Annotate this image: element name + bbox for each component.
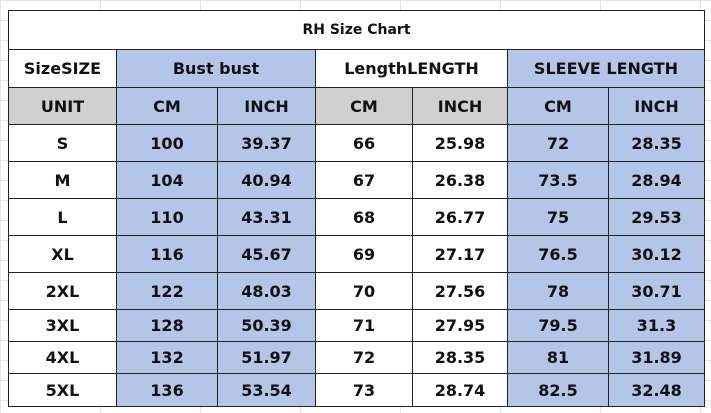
- column-header: Bust bust: [116, 49, 316, 88]
- table-cell: 75: [507, 198, 609, 236]
- table-cell: 72: [315, 341, 413, 374]
- table-cell: 39.37: [217, 124, 316, 162]
- unit-header: INCH: [412, 87, 508, 125]
- size-label: 5XL: [8, 373, 117, 407]
- table-cell: 68: [315, 198, 413, 236]
- table-cell: 78: [507, 272, 609, 310]
- table-cell: 28.35: [412, 341, 508, 374]
- size-label: 4XL: [8, 341, 117, 374]
- table-cell: 27.17: [412, 235, 508, 273]
- table-cell: 136: [116, 373, 218, 407]
- size-label: L: [8, 198, 117, 236]
- table-cell: 28.94: [608, 161, 705, 199]
- table-cell: 104: [116, 161, 218, 199]
- table-cell: 67: [315, 161, 413, 199]
- size-label: 2XL: [8, 272, 117, 310]
- table-cell: 81: [507, 341, 609, 374]
- table-cell: 73: [315, 373, 413, 407]
- table-cell: 27.56: [412, 272, 508, 310]
- unit-header: INCH: [608, 87, 705, 125]
- table-cell: 30.12: [608, 235, 705, 273]
- table-cell: 69: [315, 235, 413, 273]
- table-cell: 29.53: [608, 198, 705, 236]
- table-cell: 73.5: [507, 161, 609, 199]
- table-cell: 32.48: [608, 373, 705, 407]
- table-cell: 116: [116, 235, 218, 273]
- table-title: RH Size Chart: [8, 10, 705, 50]
- size-label: S: [8, 124, 117, 162]
- table-cell: 43.31: [217, 198, 316, 236]
- table-cell: 30.71: [608, 272, 705, 310]
- size-label: M: [8, 161, 117, 199]
- table-cell: 25.98: [412, 124, 508, 162]
- column-header: SLEEVE LENGTH: [507, 49, 705, 88]
- unit-header: INCH: [217, 87, 316, 125]
- column-header: SizeSIZE: [8, 49, 117, 88]
- table-cell: 79.5: [507, 309, 609, 342]
- table-cell: 66: [315, 124, 413, 162]
- table-cell: 26.38: [412, 161, 508, 199]
- table-cell: 70: [315, 272, 413, 310]
- table-cell: 110: [116, 198, 218, 236]
- size-label: 3XL: [8, 309, 117, 342]
- unit-header: UNIT: [8, 87, 117, 125]
- table-cell: 48.03: [217, 272, 316, 310]
- table-cell: 76.5: [507, 235, 609, 273]
- table-cell: 27.95: [412, 309, 508, 342]
- table-cell: 53.54: [217, 373, 316, 407]
- table-cell: 26.77: [412, 198, 508, 236]
- size-label: XL: [8, 235, 117, 273]
- table-cell: 45.67: [217, 235, 316, 273]
- table-cell: 40.94: [217, 161, 316, 199]
- unit-header: CM: [315, 87, 413, 125]
- table-cell: 72: [507, 124, 609, 162]
- table-cell: 82.5: [507, 373, 609, 407]
- table-cell: 122: [116, 272, 218, 310]
- unit-header: CM: [116, 87, 218, 125]
- table-cell: 100: [116, 124, 218, 162]
- column-header: LengthLENGTH: [315, 49, 508, 88]
- unit-header: CM: [507, 87, 609, 125]
- table-cell: 51.97: [217, 341, 316, 374]
- table-cell: 31.89: [608, 341, 705, 374]
- table-cell: 28.35: [608, 124, 705, 162]
- table-cell: 28.74: [412, 373, 508, 407]
- table-cell: 50.39: [217, 309, 316, 342]
- table-cell: 71: [315, 309, 413, 342]
- table-cell: 128: [116, 309, 218, 342]
- table-cell: 132: [116, 341, 218, 374]
- table-cell: 31.3: [608, 309, 705, 342]
